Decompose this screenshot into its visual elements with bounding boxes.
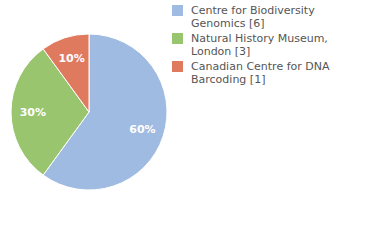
html-text:Centre for Biodiversity Genomi: Centre for Biodiversity Genomics [6] [191,4,315,30]
svg-text:10%: 10% [58,52,84,65]
html-text:Canadian Centre for DNA Barcod: Canadian Centre for DNA Barcoding [1] [191,60,330,86]
html-text:Natural History Museum, London: Natural History Museum, London [3] [191,32,328,58]
svg-text:60%: 60% [129,123,155,136]
svg-text:30%: 30% [20,106,46,119]
